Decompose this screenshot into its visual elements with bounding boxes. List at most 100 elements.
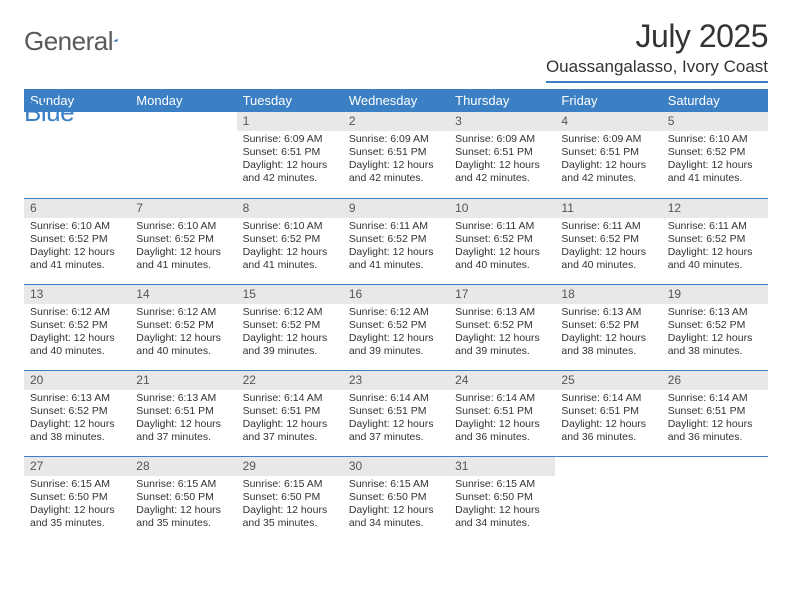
calendar-day-cell: 9Sunrise: 6:11 AMSunset: 6:52 PMDaylight… (343, 198, 449, 284)
calendar-day-cell: 10Sunrise: 6:11 AMSunset: 6:52 PMDayligh… (449, 198, 555, 284)
day-details: Sunrise: 6:12 AMSunset: 6:52 PMDaylight:… (130, 304, 236, 363)
calendar-day-cell: 28Sunrise: 6:15 AMSunset: 6:50 PMDayligh… (130, 456, 236, 542)
calendar-day-cell: 2Sunrise: 6:09 AMSunset: 6:51 PMDaylight… (343, 112, 449, 198)
day-number: 25 (555, 371, 661, 390)
day-details: Sunrise: 6:13 AMSunset: 6:52 PMDaylight:… (449, 304, 555, 363)
weekday-header: Wednesday (343, 89, 449, 112)
day-number: 14 (130, 285, 236, 304)
day-number: 5 (662, 112, 768, 131)
day-number: 16 (343, 285, 449, 304)
day-number: 6 (24, 199, 130, 218)
day-details: Sunrise: 6:10 AMSunset: 6:52 PMDaylight:… (130, 218, 236, 277)
weekday-header: Monday (130, 89, 236, 112)
calendar-day-cell: 17Sunrise: 6:13 AMSunset: 6:52 PMDayligh… (449, 284, 555, 370)
day-number: 18 (555, 285, 661, 304)
day-number: 21 (130, 371, 236, 390)
header: General July 2025 Ouassangalasso, Ivory … (24, 18, 768, 83)
day-number: 13 (24, 285, 130, 304)
calendar-week-row: 6Sunrise: 6:10 AMSunset: 6:52 PMDaylight… (24, 198, 768, 284)
calendar-table: Sunday Monday Tuesday Wednesday Thursday… (24, 89, 768, 542)
calendar-day-cell: 20Sunrise: 6:13 AMSunset: 6:52 PMDayligh… (24, 370, 130, 456)
calendar-day-cell: . (555, 456, 661, 542)
calendar-day-cell: 25Sunrise: 6:14 AMSunset: 6:51 PMDayligh… (555, 370, 661, 456)
day-details: Sunrise: 6:12 AMSunset: 6:52 PMDaylight:… (237, 304, 343, 363)
day-details: Sunrise: 6:11 AMSunset: 6:52 PMDaylight:… (555, 218, 661, 277)
day-number: 26 (662, 371, 768, 390)
logo-triangle-icon (113, 30, 118, 50)
calendar-day-cell: 15Sunrise: 6:12 AMSunset: 6:52 PMDayligh… (237, 284, 343, 370)
weekday-header: Friday (555, 89, 661, 112)
calendar-day-cell: 13Sunrise: 6:12 AMSunset: 6:52 PMDayligh… (24, 284, 130, 370)
day-details: Sunrise: 6:14 AMSunset: 6:51 PMDaylight:… (449, 390, 555, 449)
calendar-day-cell: 14Sunrise: 6:12 AMSunset: 6:52 PMDayligh… (130, 284, 236, 370)
calendar-day-cell: 18Sunrise: 6:13 AMSunset: 6:52 PMDayligh… (555, 284, 661, 370)
calendar-day-cell: 19Sunrise: 6:13 AMSunset: 6:52 PMDayligh… (662, 284, 768, 370)
weekday-header: Saturday (662, 89, 768, 112)
calendar-day-cell: 21Sunrise: 6:13 AMSunset: 6:51 PMDayligh… (130, 370, 236, 456)
calendar-day-cell: 22Sunrise: 6:14 AMSunset: 6:51 PMDayligh… (237, 370, 343, 456)
calendar-day-cell: 4Sunrise: 6:09 AMSunset: 6:51 PMDaylight… (555, 112, 661, 198)
day-number: 19 (662, 285, 768, 304)
day-details: Sunrise: 6:15 AMSunset: 6:50 PMDaylight:… (130, 476, 236, 535)
day-details: Sunrise: 6:13 AMSunset: 6:51 PMDaylight:… (130, 390, 236, 449)
weekday-header: Tuesday (237, 89, 343, 112)
calendar-day-cell: 12Sunrise: 6:11 AMSunset: 6:52 PMDayligh… (662, 198, 768, 284)
logo-text-1: General (24, 26, 113, 57)
calendar-day-cell: 29Sunrise: 6:15 AMSunset: 6:50 PMDayligh… (237, 456, 343, 542)
day-details: Sunrise: 6:09 AMSunset: 6:51 PMDaylight:… (449, 131, 555, 190)
day-number: 11 (555, 199, 661, 218)
calendar-day-cell: 7Sunrise: 6:10 AMSunset: 6:52 PMDaylight… (130, 198, 236, 284)
calendar-day-cell: 6Sunrise: 6:10 AMSunset: 6:52 PMDaylight… (24, 198, 130, 284)
calendar-day-cell: . (130, 112, 236, 198)
day-details: Sunrise: 6:12 AMSunset: 6:52 PMDaylight:… (343, 304, 449, 363)
day-details: Sunrise: 6:14 AMSunset: 6:51 PMDaylight:… (343, 390, 449, 449)
day-number: 2 (343, 112, 449, 131)
day-details: Sunrise: 6:14 AMSunset: 6:51 PMDaylight:… (555, 390, 661, 449)
day-details: Sunrise: 6:11 AMSunset: 6:52 PMDaylight:… (343, 218, 449, 277)
day-details: Sunrise: 6:15 AMSunset: 6:50 PMDaylight:… (237, 476, 343, 535)
day-number: 23 (343, 371, 449, 390)
day-number: 9 (343, 199, 449, 218)
day-details: Sunrise: 6:13 AMSunset: 6:52 PMDaylight:… (662, 304, 768, 363)
day-number: 28 (130, 457, 236, 476)
weekday-header-row: Sunday Monday Tuesday Wednesday Thursday… (24, 89, 768, 112)
day-details: Sunrise: 6:15 AMSunset: 6:50 PMDaylight:… (24, 476, 130, 535)
day-details: Sunrise: 6:09 AMSunset: 6:51 PMDaylight:… (343, 131, 449, 190)
day-number: 7 (130, 199, 236, 218)
day-details: Sunrise: 6:12 AMSunset: 6:52 PMDaylight:… (24, 304, 130, 363)
calendar-day-cell: 1Sunrise: 6:09 AMSunset: 6:51 PMDaylight… (237, 112, 343, 198)
day-number: 12 (662, 199, 768, 218)
calendar-day-cell: 8Sunrise: 6:10 AMSunset: 6:52 PMDaylight… (237, 198, 343, 284)
day-number: 10 (449, 199, 555, 218)
calendar-week-row: 20Sunrise: 6:13 AMSunset: 6:52 PMDayligh… (24, 370, 768, 456)
calendar-day-cell: 24Sunrise: 6:14 AMSunset: 6:51 PMDayligh… (449, 370, 555, 456)
day-details: Sunrise: 6:10 AMSunset: 6:52 PMDaylight:… (662, 131, 768, 190)
day-number: 8 (237, 199, 343, 218)
day-number: 3 (449, 112, 555, 131)
day-details: Sunrise: 6:10 AMSunset: 6:52 PMDaylight:… (237, 218, 343, 277)
calendar-day-cell: . (662, 456, 768, 542)
title-block: July 2025 Ouassangalasso, Ivory Coast (546, 18, 768, 83)
calendar-day-cell: 16Sunrise: 6:12 AMSunset: 6:52 PMDayligh… (343, 284, 449, 370)
month-title: July 2025 (546, 18, 768, 55)
day-number: 15 (237, 285, 343, 304)
day-details: Sunrise: 6:09 AMSunset: 6:51 PMDaylight:… (555, 131, 661, 190)
day-number: 20 (24, 371, 130, 390)
day-details: Sunrise: 6:13 AMSunset: 6:52 PMDaylight:… (555, 304, 661, 363)
calendar-day-cell: 27Sunrise: 6:15 AMSunset: 6:50 PMDayligh… (24, 456, 130, 542)
day-details: Sunrise: 6:15 AMSunset: 6:50 PMDaylight:… (343, 476, 449, 535)
day-number: 24 (449, 371, 555, 390)
logo: General (24, 18, 143, 57)
calendar-day-cell: 11Sunrise: 6:11 AMSunset: 6:52 PMDayligh… (555, 198, 661, 284)
day-details: Sunrise: 6:14 AMSunset: 6:51 PMDaylight:… (662, 390, 768, 449)
day-number: 29 (237, 457, 343, 476)
day-details: Sunrise: 6:11 AMSunset: 6:52 PMDaylight:… (662, 218, 768, 277)
location-text: Ouassangalasso, Ivory Coast (546, 57, 768, 76)
day-number: 31 (449, 457, 555, 476)
calendar-day-cell: 5Sunrise: 6:10 AMSunset: 6:52 PMDaylight… (662, 112, 768, 198)
day-details: Sunrise: 6:09 AMSunset: 6:51 PMDaylight:… (237, 131, 343, 190)
day-number: 22 (237, 371, 343, 390)
calendar-day-cell: 23Sunrise: 6:14 AMSunset: 6:51 PMDayligh… (343, 370, 449, 456)
day-details: Sunrise: 6:15 AMSunset: 6:50 PMDaylight:… (449, 476, 555, 535)
day-number: 27 (24, 457, 130, 476)
